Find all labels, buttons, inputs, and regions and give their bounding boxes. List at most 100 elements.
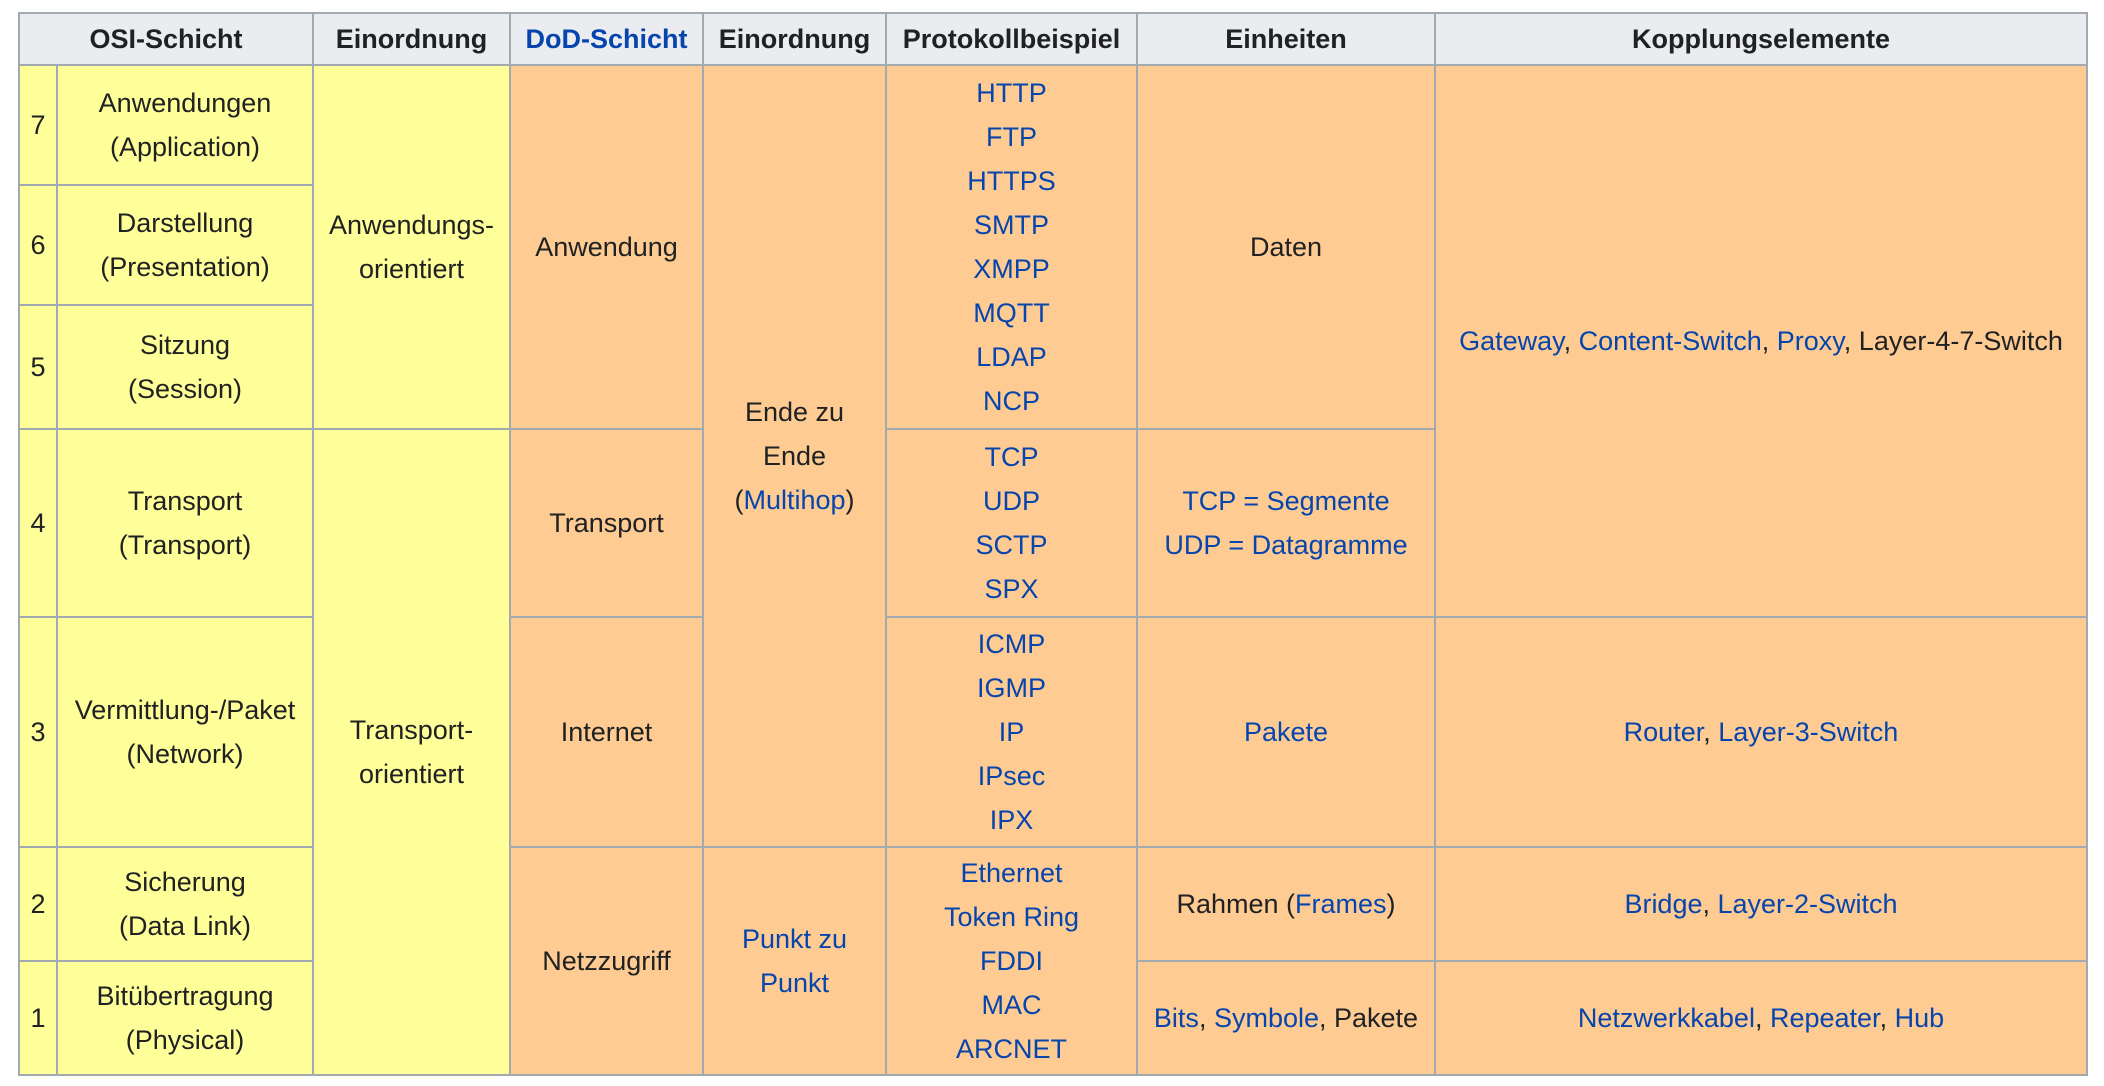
paren-open: ( [734,484,744,515]
protocols-application: HTTP FTP HTTPS SMTP XMPP MQTT LDAP NCP [885,63,1138,431]
bits-link[interactable]: Bits [1153,1002,1199,1033]
protocol-link-icmp[interactable]: ICMP [977,628,1046,659]
table-row-layer-3: 3 Vermittlung-/Paket (Network) Internet … [18,615,2088,848]
layer-name-cell: Transport (Transport) [56,428,314,618]
layer-english-name: (Application) [109,132,261,163]
bridge-link[interactable]: Bridge [1624,888,1703,919]
packets-link[interactable]: Pakete [1243,716,1329,747]
frames-link[interactable]: Frames [1295,888,1387,919]
layer-number: 7 [18,63,58,187]
table-row-layer-6: 6 Darstellung (Presentation) [18,184,2087,307]
protocol-link-ftp[interactable]: FTP [986,122,1037,153]
content-switch-link[interactable]: Content-Switch [1578,325,1762,356]
coupling-upper-layers: Gateway, Content-Switch, Proxy, Layer-4-… [1434,64,2088,618]
table-row-layer-4: 4 Transport (Transport) Transport- orien… [18,428,2087,1076]
symbols-link[interactable]: Symbole [1213,1002,1319,1033]
protocol-link-ncp[interactable]: NCP [982,386,1040,417]
router-link[interactable]: Router [1623,716,1704,747]
coupling-network: Router, Layer-3-Switch [1434,615,2088,848]
point-to-point-link-line-2[interactable]: Punkt [759,967,830,998]
layer-name-cell: Darstellung (Presentation) [56,184,314,307]
dod-transport: Transport [509,428,704,618]
separator: , [1563,325,1579,356]
protocol-link-tcp[interactable]: TCP [984,441,1039,472]
units-physical: Bits, Symbole, Pakete [1136,959,1436,1077]
units-application: Daten [1136,63,1436,431]
layer-english-name: (Physical) [125,1024,245,1055]
layer-number: 3 [18,615,58,848]
separator: , [1702,888,1718,919]
repeater-link[interactable]: Repeater [1769,1002,1880,1033]
layer-name: Sicherung [124,866,246,897]
layer-number: 5 [18,304,58,431]
protocol-link-ethernet[interactable]: Ethernet [960,857,1063,888]
layer-4-7-switch-text: , Layer-4-7-Switch [1843,325,2063,356]
layer-english-name: (Presentation) [100,252,270,283]
paren-close: ) [845,484,855,515]
header-protocol-example: Protokollbeispiel [885,12,1138,66]
layer-english-name: (Session) [127,374,243,405]
protocol-link-ip[interactable]: IP [998,716,1025,747]
layer-name: Darstellung [116,208,254,239]
separator: , [1703,716,1719,747]
layer-name: Anwendungen [98,88,272,119]
table-row-layer-5: 5 Sitzung (Session) [18,304,2087,431]
osi-model-table: OSI-Schicht Einordnung DoD-Schicht Einor… [18,12,2088,1077]
layer-name-cell: Anwendungen (Application) [56,63,314,187]
layer-2-switch-link[interactable]: Layer-2-Switch [1717,888,1898,919]
protocol-link-ipsec[interactable]: IPsec [977,760,1046,791]
layer-name-cell: Sicherung (Data Link) [56,845,314,962]
protocol-link-spx[interactable]: SPX [984,573,1039,604]
classification-line-2: orientiert [358,254,465,285]
e2e-line-2: Ende [762,440,827,471]
datagrams-link[interactable]: UDP = Datagramme [1164,529,1408,560]
protocol-link-arcnet[interactable]: ARCNET [955,1033,1067,1064]
layer-name-cell: Sitzung (Session) [56,304,314,431]
hub-link[interactable]: Hub [1894,1002,1945,1033]
protocol-link-sctp[interactable]: SCTP [975,529,1048,560]
protocol-link-mqtt[interactable]: MQTT [973,298,1050,329]
protocol-link-udp[interactable]: UDP [982,485,1040,516]
layer-number: 4 [18,428,58,618]
frames-label: Rahmen ( [1176,888,1296,919]
protocol-link-mac[interactable]: MAC [981,989,1042,1020]
classification-application-oriented: Anwendungs- orientiert [312,63,511,431]
classification-line-2: orientiert [358,759,465,790]
dod-network-access: Netzzugriff [509,845,704,1077]
protocol-link-https[interactable]: HTTPS [967,166,1056,197]
layer-number: 1 [18,959,58,1077]
protocol-link-http[interactable]: HTTP [976,78,1047,109]
separator: , [1754,1002,1770,1033]
coupling-physical: Netzwerkkabel, Repeater, Hub [1434,959,2088,1077]
point-to-point-link-line-1[interactable]: Punkt zu [741,923,848,954]
e2e-line-1: Ende zu [744,396,845,427]
protocol-link-igmp[interactable]: IGMP [976,672,1046,703]
protocol-link-smtp[interactable]: SMTP [973,210,1049,241]
layer-english-name: (Data Link) [118,910,252,941]
separator: , [1761,325,1777,356]
protocol-link-ipx[interactable]: IPX [989,804,1034,835]
protocols-transport: TCP UDP SCTP SPX [885,428,1138,618]
protocol-link-token-ring[interactable]: Token Ring [943,901,1080,932]
protocol-link-xmpp[interactable]: XMPP [973,254,1050,285]
protocols-network-access: Ethernet Token Ring FDDI MAC ARCNET [885,845,1138,1077]
protocols-internet: ICMP IGMP IP IPsec IPX [885,615,1138,848]
header-row: OSI-Schicht Einordnung DoD-Schicht Einor… [18,12,2088,66]
segments-link[interactable]: TCP = Segmente [1182,485,1390,516]
proxy-link[interactable]: Proxy [1776,325,1844,356]
layer-english-name: (Network) [126,738,244,769]
dod-application: Anwendung [509,63,704,431]
header-dod-layer-link[interactable]: DoD-Schicht [509,12,704,66]
gateway-link[interactable]: Gateway [1459,325,1564,356]
layer-english-name: (Transport) [118,529,252,560]
classification-line-1: Anwendungs- [328,210,495,241]
paren-close: ) [1386,888,1396,919]
network-cable-link[interactable]: Netzwerkkabel [1577,1002,1755,1033]
classification-line-1: Transport- [349,715,474,746]
protocol-link-fddi[interactable]: FDDI [980,945,1043,976]
layer-3-switch-link[interactable]: Layer-3-Switch [1718,716,1899,747]
multihop-link[interactable]: Multihop [743,484,846,515]
layer-name-cell: Vermittlung-/Paket (Network) [56,615,314,848]
header-classification-dod: Einordnung [702,12,887,66]
protocol-link-ldap[interactable]: LDAP [976,342,1047,373]
